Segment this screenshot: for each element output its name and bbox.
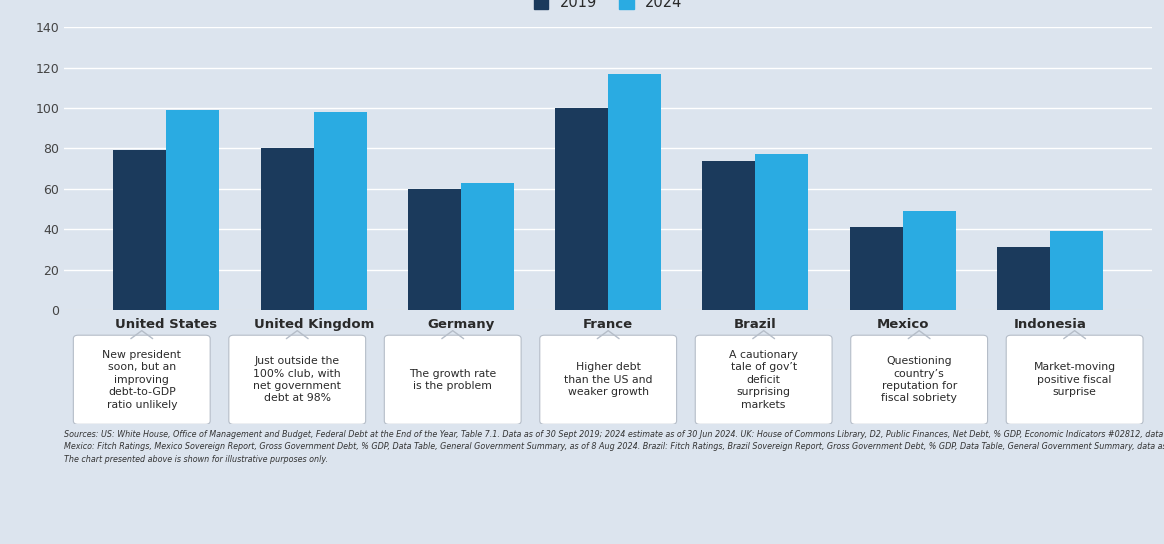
Legend: 2019, 2024: 2019, 2024 [527,0,689,16]
FancyBboxPatch shape [229,335,365,424]
Bar [850,227,902,310]
FancyBboxPatch shape [695,335,832,424]
Bar [902,211,956,310]
Text: Higher debt
than the US and
weaker growth: Higher debt than the US and weaker growt… [563,362,653,397]
Text: Sources: US: White House, Office of Management and Budget, Federal Debt at the E: Sources: US: White House, Office of Mana… [64,430,1164,463]
Text: Questioning
country’s
reputation for
fiscal sobriety: Questioning country’s reputation for fis… [881,356,957,403]
Bar [261,149,314,310]
FancyBboxPatch shape [73,335,211,424]
Text: Just outside the
100% club, with
net government
debt at 98%: Just outside the 100% club, with net gov… [254,356,341,403]
Bar [114,151,166,310]
Text: New president
soon, but an
improving
debt-to-GDP
ratio unlikely: New president soon, but an improving deb… [102,350,182,410]
FancyBboxPatch shape [1006,335,1143,424]
Bar [555,108,609,310]
Bar [166,110,220,310]
Text: Market-moving
positive fiscal
surprise: Market-moving positive fiscal surprise [1034,362,1115,397]
Bar [314,112,367,310]
Bar [407,189,461,310]
Text: A cautionary
tale of gov’t
deficit
surprising
markets: A cautionary tale of gov’t deficit surpr… [729,350,799,410]
Bar [996,248,1050,310]
Text: The growth rate
is the problem: The growth rate is the problem [409,369,496,391]
Bar [755,154,809,310]
Bar [702,160,755,310]
Bar [1050,231,1103,310]
FancyBboxPatch shape [384,335,521,424]
Bar [609,73,661,310]
FancyBboxPatch shape [540,335,676,424]
FancyBboxPatch shape [851,335,987,424]
Bar [461,183,514,310]
